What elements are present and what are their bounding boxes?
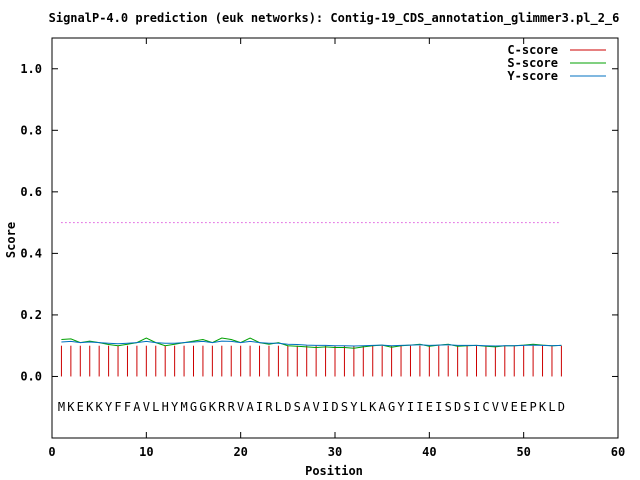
sequence-letter: A bbox=[303, 400, 311, 414]
sequence-letter: G bbox=[190, 400, 197, 414]
sequence-letter: K bbox=[67, 400, 75, 414]
s-score-legend-label: S-score bbox=[507, 56, 558, 70]
sequence-letter: G bbox=[388, 400, 395, 414]
y-tick-label: 0.6 bbox=[20, 185, 42, 199]
sequence-letter: L bbox=[275, 400, 282, 414]
sequence-letter: K bbox=[86, 400, 94, 414]
sequence-letter: E bbox=[77, 400, 84, 414]
sequence-letter: Y bbox=[105, 400, 113, 414]
sequence-letter: A bbox=[133, 400, 141, 414]
sequence-letter: S bbox=[463, 400, 470, 414]
sequence-letter: V bbox=[501, 400, 508, 414]
c-score-impulses bbox=[60, 345, 562, 377]
sequence-letter: M bbox=[58, 400, 65, 414]
sequence-letter: E bbox=[520, 400, 527, 414]
sequence-letter: R bbox=[228, 400, 236, 414]
sequence-letter: K bbox=[369, 400, 377, 414]
sequence-letter: V bbox=[237, 400, 244, 414]
sequence-letter: L bbox=[548, 400, 555, 414]
sequence-letter: E bbox=[426, 400, 433, 414]
x-tick-label: 20 bbox=[233, 445, 247, 459]
x-tick-label: 50 bbox=[516, 445, 530, 459]
sequence-letter: K bbox=[96, 400, 104, 414]
sequence-letter: F bbox=[114, 400, 121, 414]
y-tick-label: 0.4 bbox=[20, 246, 42, 260]
y-tick-label: 1.0 bbox=[20, 62, 42, 76]
sequence-letter: K bbox=[209, 400, 217, 414]
y-tick-label: 0.2 bbox=[20, 308, 42, 322]
plot-frame bbox=[51, 37, 619, 439]
sequence-letter: I bbox=[473, 400, 480, 414]
sequence-letter: D bbox=[558, 400, 565, 414]
chart-title: SignalP-4.0 prediction (euk networks): C… bbox=[49, 11, 620, 26]
sequence-letter: S bbox=[294, 400, 301, 414]
sequence-letter: M bbox=[180, 400, 187, 414]
sequence-letter: I bbox=[256, 400, 263, 414]
y-score-line bbox=[61, 340, 562, 347]
sequence-letter: I bbox=[435, 400, 442, 414]
sequence-letter: V bbox=[313, 400, 320, 414]
y-tick-label: 0.0 bbox=[20, 369, 42, 383]
x-tick-label: 30 bbox=[328, 445, 342, 459]
axis-ticks: 0 10 20 30 40 50 60 0.0 0.2 0.4 0.6 0.8 1.0 bbox=[20, 38, 625, 459]
sequence-letter: A bbox=[246, 400, 254, 414]
y-score-legend-label: Y-score bbox=[507, 69, 558, 83]
sequence-letter: K bbox=[539, 400, 547, 414]
sequence-letter: I bbox=[407, 400, 414, 414]
sequence-letter: S bbox=[341, 400, 348, 414]
sequence-letter: E bbox=[511, 400, 518, 414]
sequence-letter: C bbox=[482, 400, 489, 414]
y-axis-label: Score bbox=[4, 222, 18, 258]
x-tick-label: 10 bbox=[139, 445, 153, 459]
sequence-letter: A bbox=[379, 400, 387, 414]
c-score-legend-label: C-score bbox=[507, 43, 558, 57]
sequence-letter: S bbox=[445, 400, 452, 414]
sequence-letter: I bbox=[416, 400, 423, 414]
y-tick-label: 0.8 bbox=[20, 123, 42, 137]
sequence-letter: L bbox=[152, 400, 159, 414]
sequence-letter: L bbox=[360, 400, 367, 414]
sequence-letter: G bbox=[199, 400, 206, 414]
sequence-letter: Y bbox=[397, 400, 405, 414]
sequence-letter: I bbox=[322, 400, 329, 414]
score-lines bbox=[61, 337, 562, 349]
x-axis-label: Position bbox=[305, 464, 363, 478]
sequence-letter: H bbox=[162, 400, 169, 414]
sequence-letter: D bbox=[331, 400, 338, 414]
sequence-letter: D bbox=[284, 400, 291, 414]
sequence-letter: V bbox=[492, 400, 499, 414]
sequence-letter: R bbox=[265, 400, 273, 414]
x-tick-label: 40 bbox=[422, 445, 436, 459]
sequence-letter: V bbox=[143, 400, 150, 414]
sequence-letter: F bbox=[124, 400, 131, 414]
sequence-letter: Y bbox=[350, 400, 358, 414]
sequence-letter: D bbox=[454, 400, 461, 414]
sequence-letter: P bbox=[529, 400, 536, 414]
sequence-letter: Y bbox=[171, 400, 179, 414]
sequence-letter: R bbox=[218, 400, 226, 414]
x-tick-label: 60 bbox=[611, 445, 625, 459]
x-tick-label: 0 bbox=[48, 445, 55, 459]
